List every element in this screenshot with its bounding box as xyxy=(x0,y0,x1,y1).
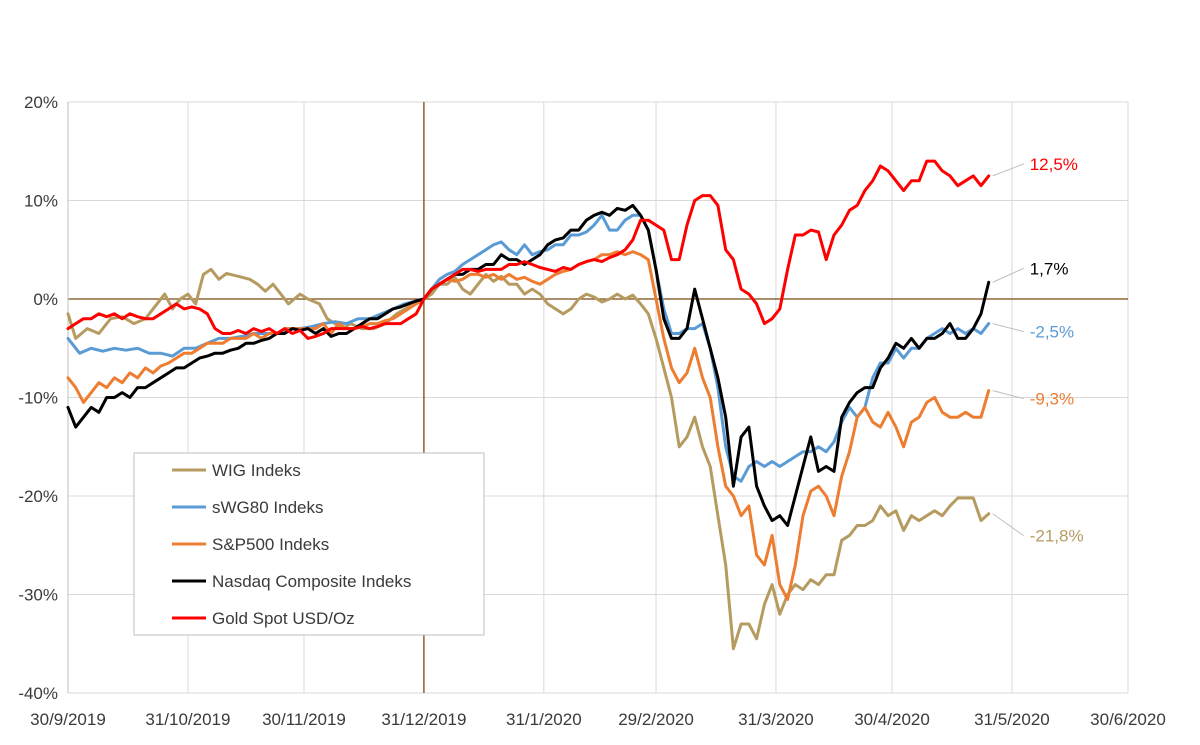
end-label: -9,3% xyxy=(1030,390,1074,409)
x-tick-label: 30/4/2020 xyxy=(854,710,930,729)
x-tick-label: 30/6/2020 xyxy=(1090,710,1166,729)
x-tick-label: 29/2/2020 xyxy=(618,710,694,729)
end-label: -2,5% xyxy=(1030,323,1074,342)
end-label-leader xyxy=(992,513,1025,537)
x-tick-label: 31/10/2019 xyxy=(145,710,230,729)
end-label: -21,8% xyxy=(1030,527,1084,546)
end-label: 1,7% xyxy=(1030,259,1069,278)
y-tick-label: -40% xyxy=(18,684,58,703)
y-tick-label: -20% xyxy=(18,487,58,506)
y-tick-label: -10% xyxy=(18,389,58,408)
end-label-leader xyxy=(992,267,1024,283)
legend-label: sWG80 Indeks xyxy=(212,498,324,517)
x-tick-label: 31/3/2020 xyxy=(738,710,814,729)
legend: WIG Indeks sWG80 Indeks S&P500 Indeks Nasda… xyxy=(133,452,485,636)
end-label-leader xyxy=(992,390,1024,400)
x-tick-label: 30/9/2019 xyxy=(30,710,106,729)
legend-label: S&P500 Indeks xyxy=(212,535,329,554)
series-line-2 xyxy=(66,250,991,601)
end-label-leader xyxy=(992,163,1024,177)
series-line-0 xyxy=(66,267,991,651)
legend-label: WIG Indeks xyxy=(212,461,301,480)
y-tick-label: 10% xyxy=(24,192,58,211)
series-line-4 xyxy=(66,159,991,340)
end-label-leader xyxy=(992,323,1024,333)
x-tick-label: 31/12/2019 xyxy=(381,710,466,729)
legend-label: Nasdaq Composite Indeks xyxy=(212,572,411,591)
x-tick-label: 31/1/2020 xyxy=(506,710,582,729)
y-tick-label: 20% xyxy=(24,93,58,112)
y-tick-label: 0% xyxy=(33,290,58,309)
x-tick-label: 31/5/2020 xyxy=(974,710,1050,729)
legend-label: Gold Spot USD/Oz xyxy=(212,609,355,628)
x-tick-label: 30/11/2019 xyxy=(262,710,346,729)
end-label: 12,5% xyxy=(1030,155,1078,174)
y-tick-label: -30% xyxy=(18,586,58,605)
